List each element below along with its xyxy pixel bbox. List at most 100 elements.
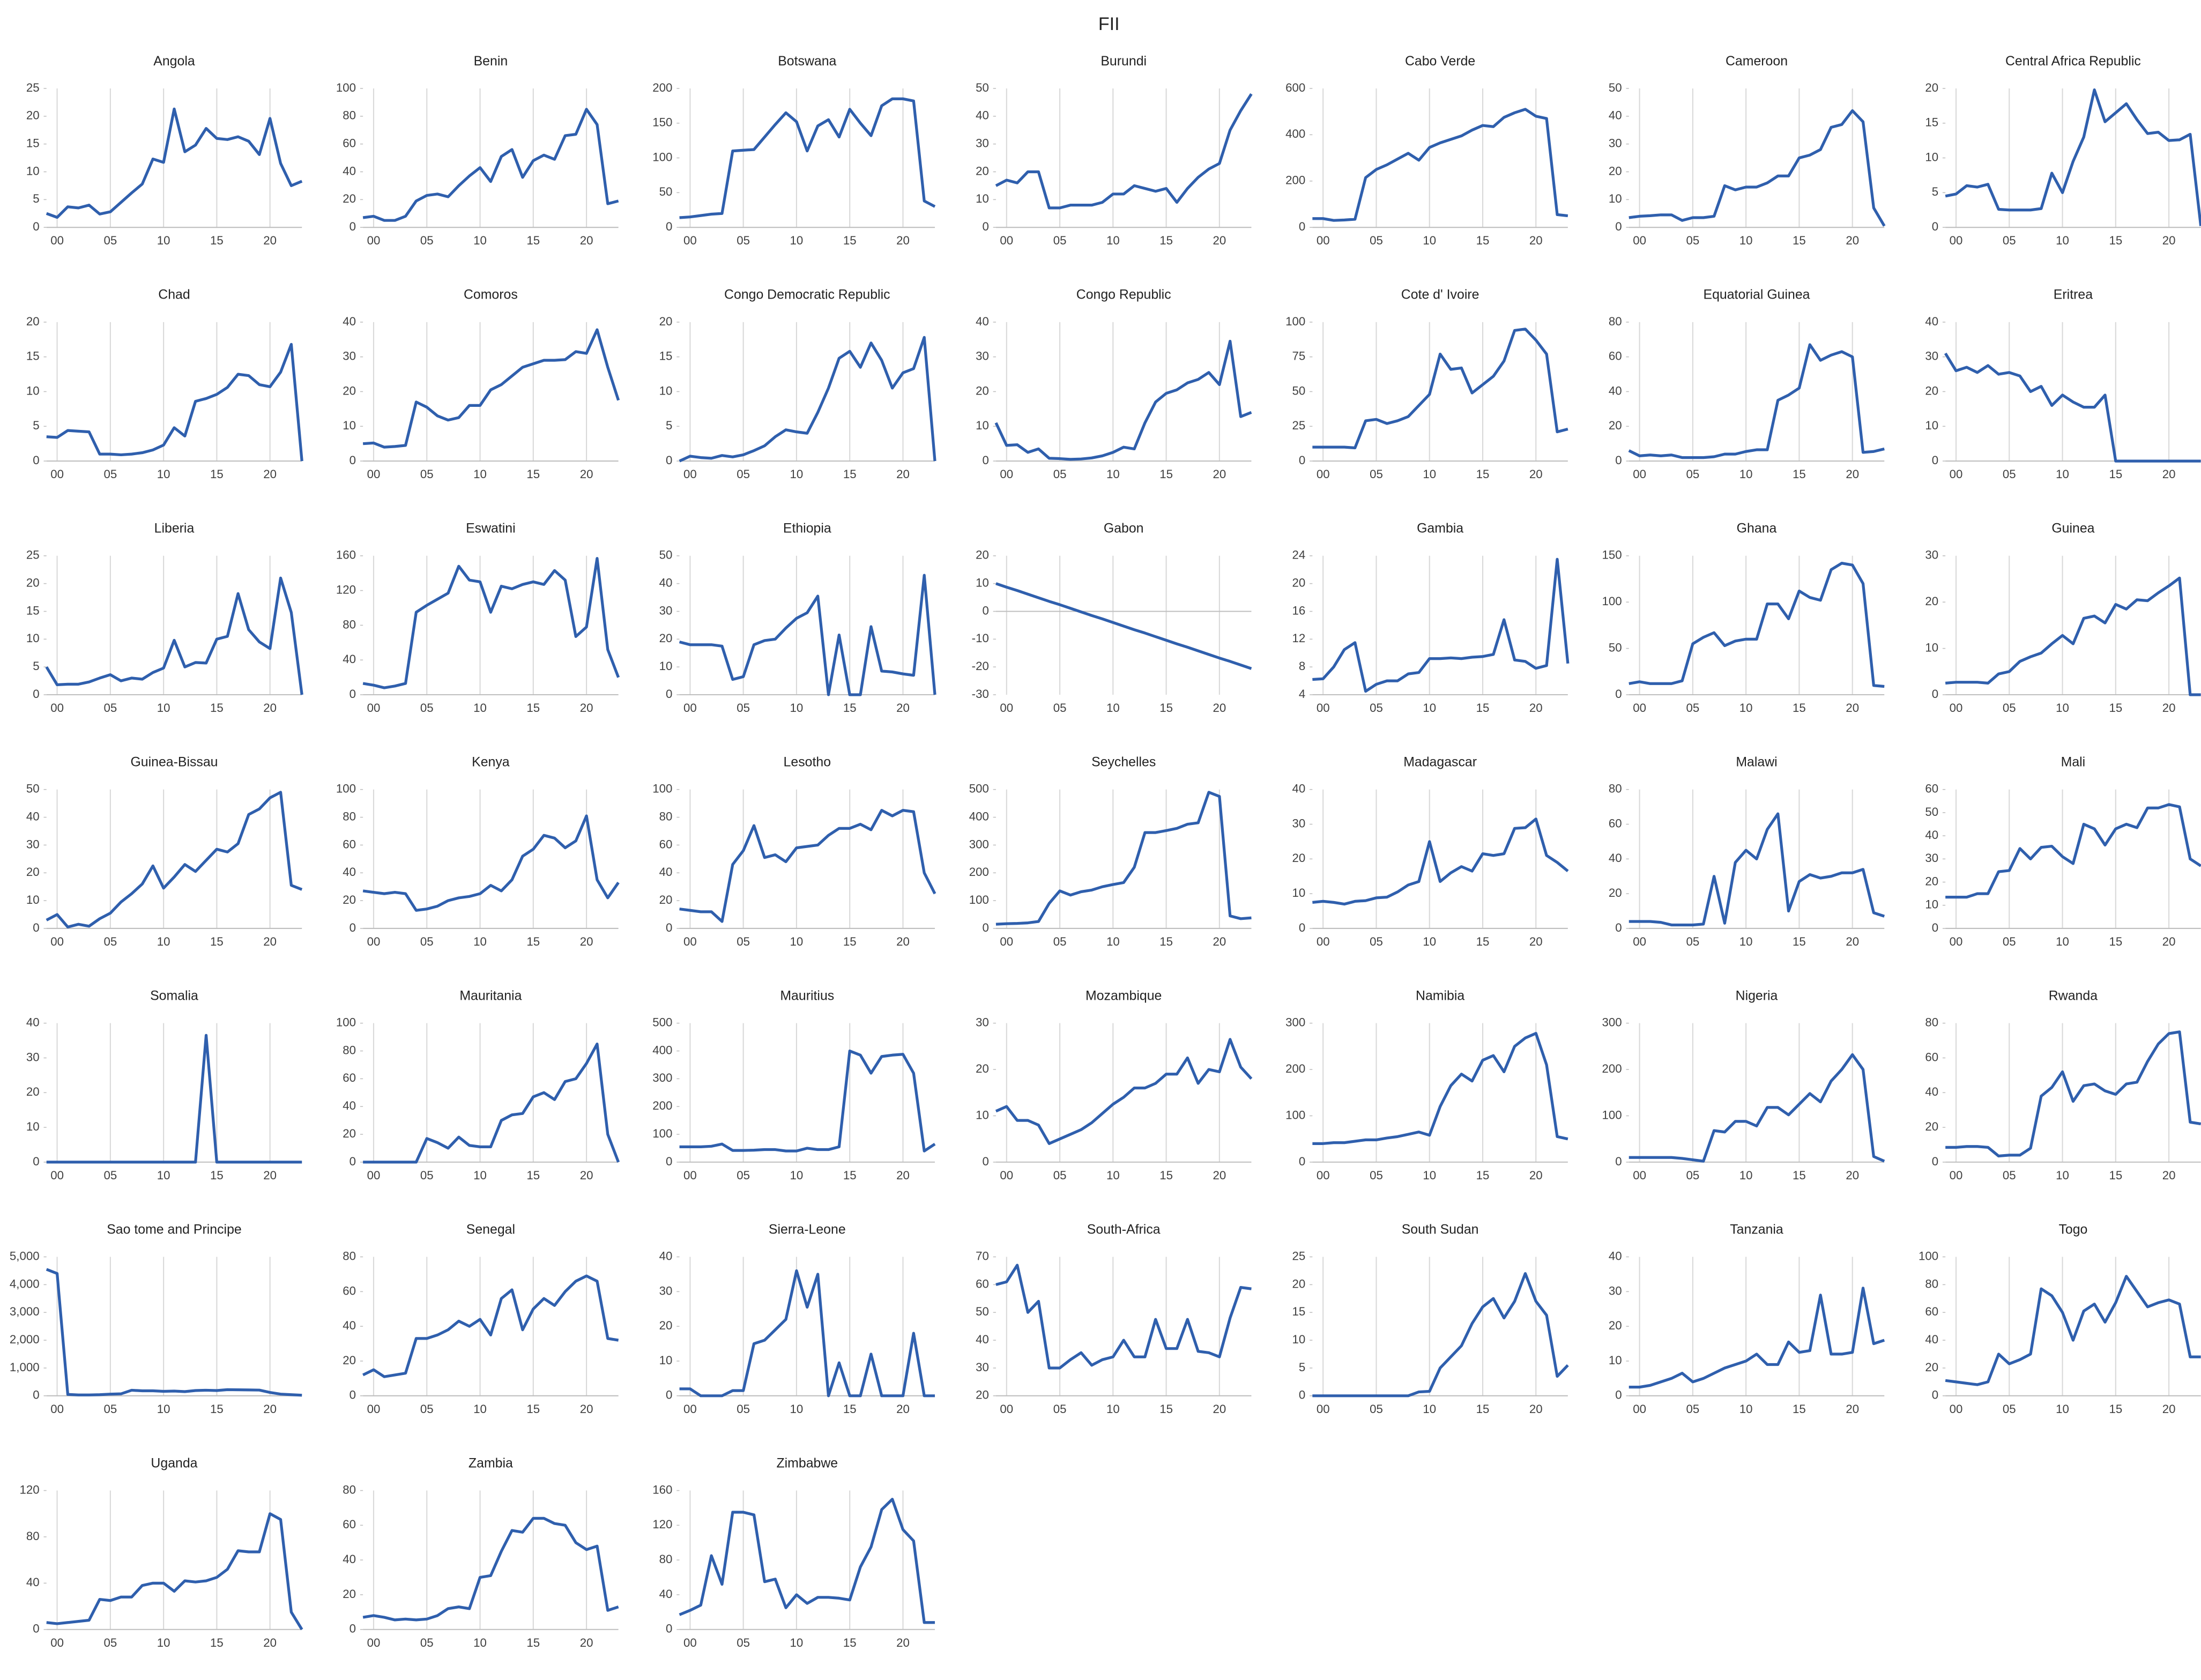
chart-title: Zimbabwe — [776, 1455, 838, 1470]
y-tick-label: 20 — [1609, 419, 1622, 432]
x-tick-label: 20 — [1213, 234, 1226, 247]
y-tick-label: 20 — [1609, 886, 1622, 900]
y-tick-label: 200 — [652, 81, 672, 94]
x-tick-label: 10 — [1423, 935, 1436, 948]
small-chart: Uganda 00 05 10 15 20 0 40 80 120 — [20, 1455, 303, 1649]
x-tick-label: 00 — [1633, 467, 1646, 481]
x-tick-label: 10 — [473, 1636, 487, 1649]
x-tick-label: 20 — [896, 935, 910, 948]
small-chart: Mali 00 05 10 15 20 0 10 20 30 40 50 60 — [1925, 755, 2201, 948]
y-tick-label: 60 — [1925, 1050, 1938, 1064]
x-tick-label: 15 — [2109, 701, 2122, 715]
y-tick-label: 25 — [1292, 419, 1306, 432]
x-tick-label: 10 — [473, 1169, 487, 1182]
x-tick-label: 00 — [1633, 935, 1646, 948]
line — [679, 1049, 936, 1153]
line — [1945, 576, 2201, 696]
y-tick-label: 0 — [1932, 687, 1938, 701]
y-tick-label: 0 — [982, 921, 988, 934]
chart-title: Seychelles — [1091, 755, 1156, 770]
small-chart: Benin 00 05 10 15 20 0 20 40 60 80 100 — [336, 54, 619, 247]
y-tick-label: 30 — [1609, 137, 1622, 150]
x-tick-label: 10 — [157, 234, 170, 247]
y-tick-label: 60 — [343, 1284, 356, 1297]
y-tick-label: 10 — [1292, 1333, 1306, 1346]
x-tick-label: 00 — [1950, 234, 1963, 247]
line — [1629, 1287, 1885, 1389]
x-tick-label: 15 — [1476, 701, 1490, 715]
y-tick-label: 40 — [26, 1016, 40, 1029]
y-tick-label: 0 — [1299, 1155, 1305, 1168]
y-tick-label: 20 — [1925, 874, 1938, 888]
y-tick-label: 40 — [659, 1249, 673, 1262]
line — [994, 339, 1252, 461]
y-tick-label: 50 — [1609, 641, 1622, 654]
chart-title: Sierra-Leone — [769, 1222, 846, 1237]
y-tick-label: 40 — [343, 1319, 356, 1332]
x-tick-label: 05 — [737, 935, 750, 948]
x-tick-label: 15 — [210, 1402, 224, 1416]
line — [679, 809, 936, 923]
y-tick-label: 100 — [1919, 1249, 1938, 1262]
y-tick-label: 15 — [659, 350, 673, 363]
y-tick-label: -10 — [972, 631, 989, 645]
x-tick-label: 10 — [473, 467, 487, 481]
chart-title: Chad — [158, 287, 190, 302]
x-tick-label: 05 — [1370, 935, 1383, 948]
y-tick-label: 10 — [659, 1354, 673, 1367]
x-tick-label: 00 — [367, 935, 381, 948]
y-tick-label: 400 — [969, 809, 989, 823]
chart-title: Ethiopia — [783, 521, 831, 536]
x-tick-label: 00 — [1317, 935, 1330, 948]
y-tick-label: 0 — [982, 454, 988, 467]
y-tick-label: 0 — [1615, 1388, 1622, 1402]
x-tick-label: 10 — [790, 701, 804, 715]
y-tick-label: 80 — [1609, 315, 1622, 328]
y-tick-label: 80 — [659, 1552, 673, 1566]
x-tick-label: 20 — [1213, 701, 1226, 715]
y-tick-label: 0 — [982, 220, 988, 233]
y-tick-label: 40 — [1925, 1333, 1938, 1346]
y-tick-label: 300 — [1285, 1016, 1305, 1029]
chart-title: Malawi — [1736, 755, 1777, 770]
y-tick-label: 100 — [336, 1016, 356, 1029]
chart-title: Eswatini — [466, 521, 516, 536]
y-tick-label: 25 — [26, 548, 40, 562]
x-tick-label: 15 — [1159, 467, 1173, 481]
y-tick-label: 40 — [659, 865, 673, 879]
x-tick-label: 05 — [1686, 701, 1700, 715]
x-tick-label: 10 — [473, 701, 487, 715]
chart-title: Congo Democratic Republic — [724, 287, 890, 302]
y-tick-label: 100 — [1285, 315, 1305, 328]
chart-title: Botswana — [778, 54, 836, 69]
chart-title: Equatorial Guinea — [1704, 287, 1810, 302]
y-tick-label: 0 — [1299, 220, 1305, 233]
small-chart: Togo 00 05 10 15 20 0 20 40 60 80 100 — [1919, 1222, 2201, 1416]
line — [679, 574, 936, 696]
y-tick-label: 10 — [659, 659, 673, 673]
small-chart: Burundi 00 05 10 15 20 0 10 20 30 40 50 — [976, 54, 1253, 247]
line — [1312, 108, 1568, 222]
y-tick-label: 30 — [976, 1361, 989, 1374]
y-tick-label: 30 — [659, 1284, 673, 1297]
y-tick-label: 0 — [33, 220, 39, 233]
x-tick-label: 20 — [1846, 1402, 1859, 1416]
x-tick-label: 00 — [1317, 234, 1330, 247]
y-tick-label: 40 — [659, 1587, 673, 1601]
y-tick-label: 30 — [976, 1016, 989, 1029]
x-tick-label: 15 — [843, 234, 857, 247]
y-tick-label: 0 — [666, 687, 672, 701]
y-tick-label: 0 — [350, 1155, 356, 1168]
chart-title: Tanzania — [1730, 1222, 1783, 1237]
x-tick-label: 20 — [263, 467, 277, 481]
x-tick-label: 00 — [367, 1636, 381, 1649]
y-tick-label: 20 — [659, 893, 673, 906]
y-tick-label: 0 — [33, 921, 39, 934]
y-tick-label: 5 — [33, 659, 39, 673]
y-tick-label: 0 — [350, 1622, 356, 1636]
x-tick-label: 05 — [1686, 234, 1700, 247]
chart-title: Congo Republic — [1076, 287, 1171, 302]
y-tick-label: 40 — [1925, 1085, 1938, 1098]
y-tick-label: 80 — [659, 809, 673, 823]
